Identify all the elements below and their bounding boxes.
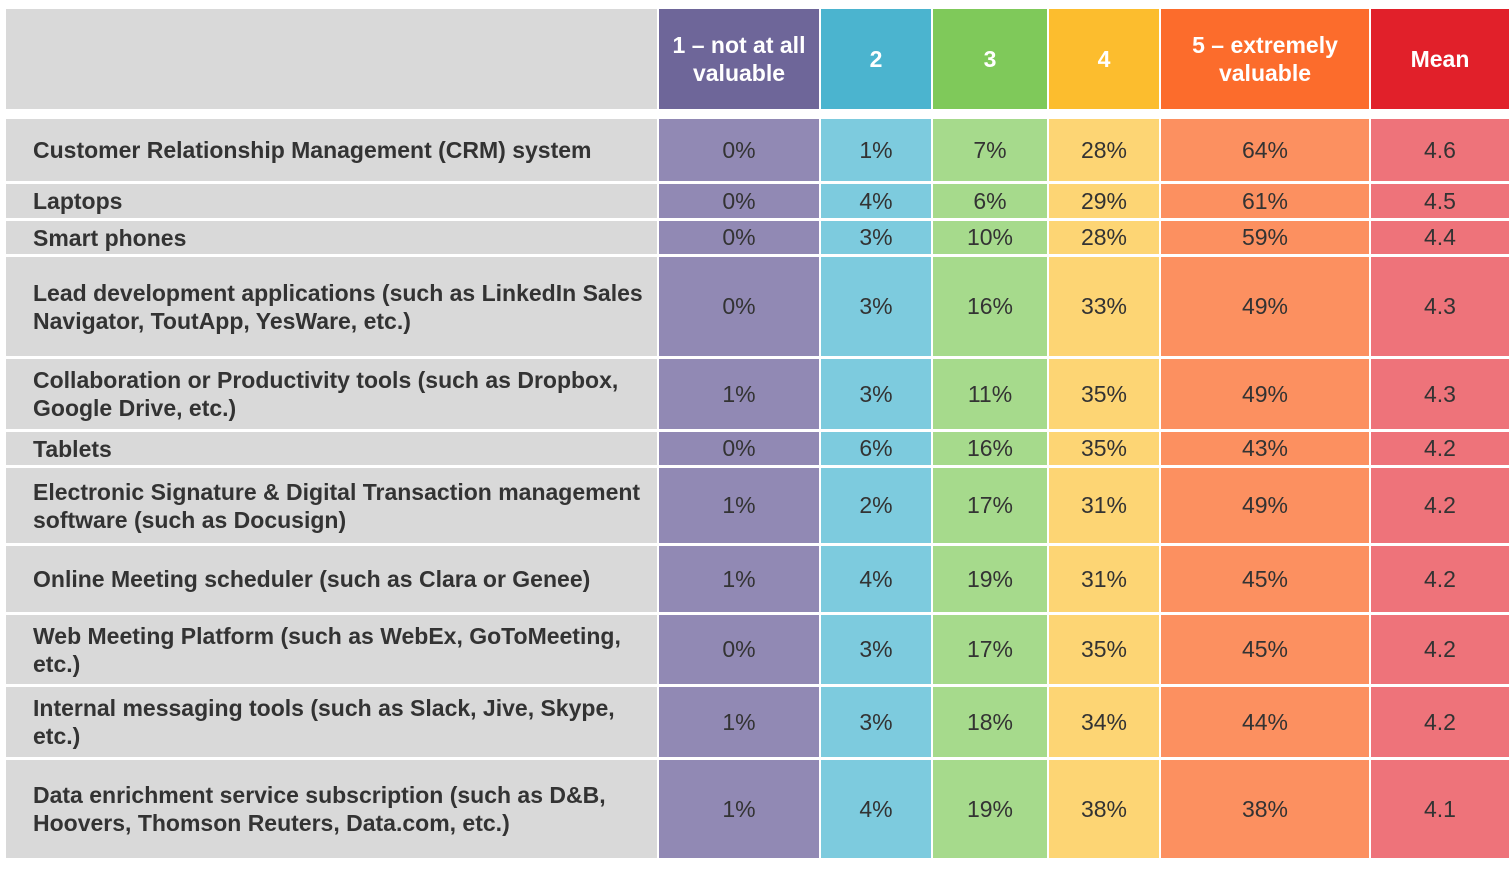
percent-cell: 1% (659, 468, 819, 543)
percent-cell: 0% (659, 221, 819, 254)
percent-cell: 31% (1049, 468, 1159, 543)
percent-cell: 49% (1161, 468, 1369, 543)
percent-cell: 4% (821, 184, 931, 218)
mean-cell: 4.6 (1371, 119, 1509, 181)
percent-cell: 33% (1049, 257, 1159, 356)
percent-cell: 19% (933, 760, 1047, 858)
row-label: Online Meeting scheduler (such as Clara … (6, 546, 657, 612)
mean-cell: 4.2 (1371, 546, 1509, 612)
percent-cell: 29% (1049, 184, 1159, 218)
row-label: Collaboration or Productivity tools (suc… (6, 359, 657, 429)
percent-cell: 49% (1161, 359, 1369, 429)
row-label: Web Meeting Platform (such as WebEx, GoT… (6, 615, 657, 684)
percent-cell: 31% (1049, 546, 1159, 612)
percent-cell: 1% (659, 760, 819, 858)
row-label: Customer Relationship Management (CRM) s… (6, 119, 657, 181)
percent-cell: 1% (821, 119, 931, 181)
percent-cell: 61% (1161, 184, 1369, 218)
percent-cell: 45% (1161, 615, 1369, 684)
percent-cell: 35% (1049, 615, 1159, 684)
percent-cell: 64% (1161, 119, 1369, 181)
mean-cell: 4.1 (1371, 760, 1509, 858)
percent-cell: 35% (1049, 432, 1159, 465)
percent-cell: 0% (659, 257, 819, 356)
mean-cell: 4.2 (1371, 687, 1509, 757)
percent-cell: 4% (821, 546, 931, 612)
percent-cell: 16% (933, 257, 1047, 356)
percent-cell: 3% (821, 221, 931, 254)
percent-cell: 35% (1049, 359, 1159, 429)
column-header: 4 (1049, 9, 1159, 109)
percent-cell: 3% (821, 615, 931, 684)
percent-cell: 18% (933, 687, 1047, 757)
column-header: 3 (933, 9, 1047, 109)
percent-cell: 28% (1049, 221, 1159, 254)
percent-cell: 38% (1161, 760, 1369, 858)
percent-cell: 28% (1049, 119, 1159, 181)
header-corner (6, 9, 657, 109)
percent-cell: 17% (933, 615, 1047, 684)
percent-cell: 44% (1161, 687, 1369, 757)
column-header: 2 (821, 9, 931, 109)
percent-cell: 3% (821, 359, 931, 429)
row-label: Lead development applications (such as L… (6, 257, 657, 356)
percent-cell: 0% (659, 184, 819, 218)
percent-cell: 43% (1161, 432, 1369, 465)
percent-cell: 34% (1049, 687, 1159, 757)
percent-cell: 49% (1161, 257, 1369, 356)
percent-cell: 17% (933, 468, 1047, 543)
row-label: Laptops (6, 184, 657, 218)
percent-cell: 6% (821, 432, 931, 465)
percent-cell: 0% (659, 119, 819, 181)
percent-cell: 16% (933, 432, 1047, 465)
percent-cell: 11% (933, 359, 1047, 429)
mean-cell: 4.5 (1371, 184, 1509, 218)
column-header: Mean (1371, 9, 1509, 109)
mean-cell: 4.4 (1371, 221, 1509, 254)
mean-cell: 4.2 (1371, 432, 1509, 465)
row-label: Smart phones (6, 221, 657, 254)
percent-cell: 59% (1161, 221, 1369, 254)
percent-cell: 3% (821, 687, 931, 757)
column-header: 1 – not at all valuable (659, 9, 819, 109)
mean-cell: 4.3 (1371, 359, 1509, 429)
column-header: 5 – extremely valuable (1161, 9, 1369, 109)
mean-cell: 4.2 (1371, 468, 1509, 543)
row-label: Internal messaging tools (such as Slack,… (6, 687, 657, 757)
percent-cell: 1% (659, 687, 819, 757)
mean-cell: 4.3 (1371, 257, 1509, 356)
percent-cell: 38% (1049, 760, 1159, 858)
percent-cell: 1% (659, 546, 819, 612)
row-label: Tablets (6, 432, 657, 465)
percent-cell: 1% (659, 359, 819, 429)
percent-cell: 10% (933, 221, 1047, 254)
percent-cell: 4% (821, 760, 931, 858)
percent-cell: 0% (659, 432, 819, 465)
percent-cell: 0% (659, 615, 819, 684)
percent-cell: 2% (821, 468, 931, 543)
mean-cell: 4.2 (1371, 615, 1509, 684)
percent-cell: 3% (821, 257, 931, 356)
percent-cell: 7% (933, 119, 1047, 181)
percent-cell: 6% (933, 184, 1047, 218)
row-label: Data enrichment service subscription (su… (6, 760, 657, 858)
row-label: Electronic Signature & Digital Transacti… (6, 468, 657, 543)
percent-cell: 45% (1161, 546, 1369, 612)
percent-cell: 19% (933, 546, 1047, 612)
